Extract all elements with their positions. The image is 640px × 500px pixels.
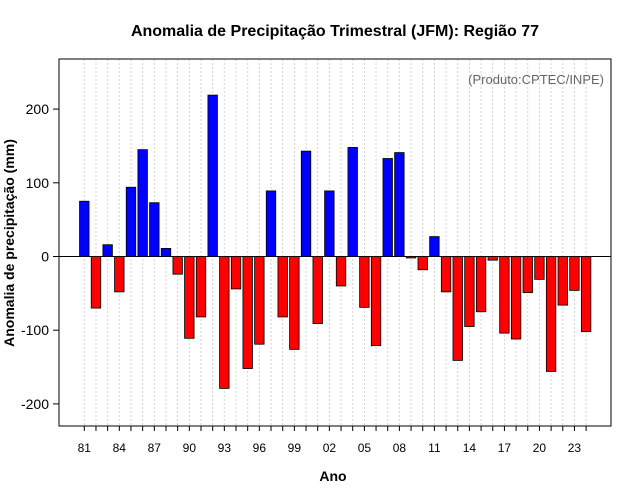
x-tick-label: 90	[183, 441, 197, 455]
bar-2019	[522, 256, 533, 294]
bar-2009	[405, 256, 417, 259]
plot-frame	[58, 58, 612, 427]
bar-2010	[417, 256, 428, 271]
x-tick-label: 08	[393, 441, 407, 455]
bar-2022	[557, 256, 568, 306]
x-tick-label: 20	[533, 441, 547, 455]
bar-2011	[429, 236, 440, 257]
x-tick-label: 84	[113, 441, 127, 455]
bar-2002	[324, 190, 335, 257]
bar-2015	[475, 256, 487, 313]
y-tick-label: 0	[41, 249, 49, 265]
bar-2000	[300, 150, 312, 257]
bar-1985	[125, 186, 137, 257]
x-tick-label: 87	[148, 441, 162, 455]
bar-1998	[277, 256, 288, 318]
bar-1996	[254, 256, 265, 345]
bar-1995	[242, 256, 253, 369]
chart-title: Anomalia de Precipitação Trimestral (JFM…	[131, 23, 539, 40]
y-tick-label: -200	[21, 396, 49, 412]
bar-1986	[137, 149, 148, 257]
x-tick-label: 99	[288, 441, 302, 455]
bar-2013	[452, 256, 463, 361]
bar-2024	[580, 256, 592, 333]
bar-1993	[219, 256, 230, 389]
bar-2012	[440, 256, 452, 293]
x-tick-label: 14	[463, 441, 477, 455]
x-tick-label: 02	[323, 441, 337, 455]
bar-2007	[382, 158, 393, 257]
bar-1990	[184, 256, 195, 339]
y-axis: -200 -100 0 100 200	[21, 101, 59, 412]
bar-1982	[90, 256, 102, 309]
bar-1988	[160, 247, 172, 257]
x-tick-label: 96	[253, 441, 267, 455]
y-axis-label: Anomalia de precipitação (mm)	[1, 139, 17, 347]
bar-1983	[102, 244, 113, 257]
bar-1981	[79, 200, 90, 257]
bar-2021	[545, 256, 557, 372]
bar-1999	[289, 256, 300, 350]
x-tick-label: 11	[428, 441, 441, 455]
bar-2006	[370, 256, 382, 347]
bar-1989	[172, 256, 183, 275]
bar-2008	[394, 152, 405, 257]
x-axis: 81 84 87 90 93 96 99 02 05 08 11 14 17 20 23	[78, 426, 587, 455]
vertical-gridlines	[83, 59, 587, 426]
y-tick-label: -100	[21, 322, 49, 338]
bar-1984	[114, 256, 125, 293]
bar-2020	[534, 256, 545, 280]
x-tick-label: 81	[78, 441, 92, 455]
x-tick-label: 17	[498, 441, 512, 455]
y-tick-label: 100	[26, 175, 50, 191]
bar-1991	[195, 256, 207, 318]
y-tick-label: 200	[26, 101, 50, 117]
x-axis-label: Ano	[319, 468, 346, 484]
x-tick-label: 05	[358, 441, 372, 455]
bar-1994	[230, 256, 242, 290]
x-tick-label: 23	[568, 441, 582, 455]
bar-2005	[359, 256, 370, 308]
bar-2016	[487, 256, 498, 261]
bar-2004	[347, 147, 358, 257]
bar-2001	[312, 256, 323, 324]
bar-2017	[499, 256, 510, 334]
bar-1997	[265, 190, 277, 257]
bar-series	[79, 94, 592, 389]
bar-2018	[510, 256, 522, 340]
bar-2014	[464, 256, 475, 327]
bar-1987	[149, 202, 160, 257]
bar-2003	[335, 256, 347, 287]
bar-2023	[569, 256, 580, 291]
credit-annotation: (Produto:CPTEC/INPE)	[468, 72, 604, 87]
x-tick-label: 93	[218, 441, 232, 455]
bar-1992	[207, 94, 218, 257]
